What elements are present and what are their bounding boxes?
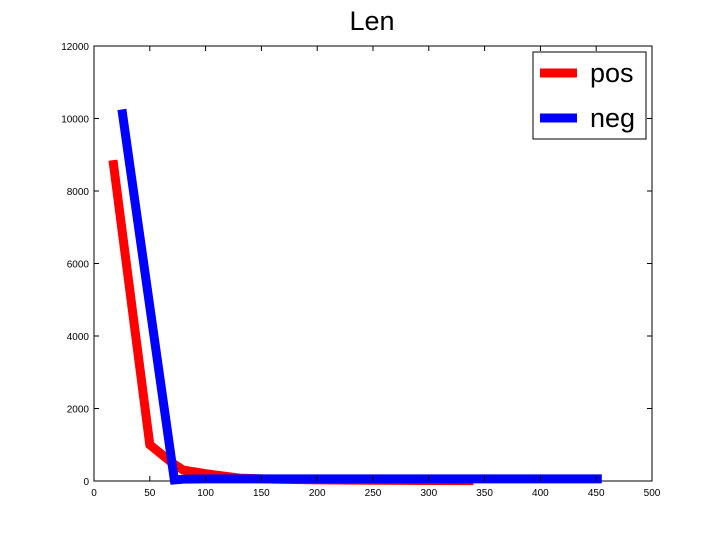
y-tick-label: 12000 <box>61 42 89 53</box>
y-tick-label: 2000 <box>67 405 90 416</box>
x-tick-label: 450 <box>588 488 605 499</box>
y-tick-label: 4000 <box>67 332 90 343</box>
x-tick-label: 250 <box>365 488 382 499</box>
x-tick-label: 350 <box>476 488 493 499</box>
chart-title: Len <box>349 6 394 36</box>
x-tick-label: 0 <box>91 488 97 499</box>
x-tick-label: 300 <box>420 488 437 499</box>
x-tick-label: 500 <box>644 488 661 499</box>
x-tick-label: 200 <box>309 488 326 499</box>
legend: pos neg <box>532 51 647 140</box>
y-tick-label: 10000 <box>61 115 89 126</box>
series-line-neg <box>117 108 602 485</box>
x-tick-label: 50 <box>144 488 156 499</box>
legend-box <box>532 51 647 140</box>
legend-label-pos: pos <box>590 58 634 88</box>
x-tick-label: 100 <box>197 488 214 499</box>
x-tick-label: 400 <box>532 488 549 499</box>
axis-layer: 0 50 100 150 200 250 300 350 400 450 500 0 2000 4000 6… <box>61 42 661 499</box>
y-tick-label: 8000 <box>67 187 90 198</box>
y-tick-label: 0 <box>83 477 89 488</box>
series-layer <box>108 108 602 486</box>
y-tick-label: 6000 <box>67 260 90 271</box>
x-tick-label: 150 <box>253 488 270 499</box>
legend-label-neg: neg <box>590 103 635 133</box>
